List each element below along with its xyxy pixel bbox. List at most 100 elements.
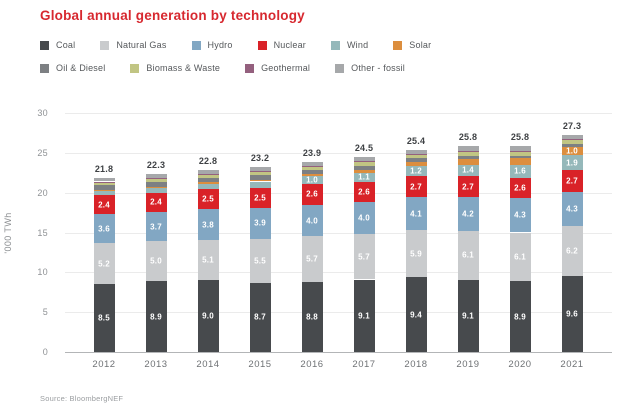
bar-segment-hydro: 4.1 <box>405 197 427 231</box>
bar-segment-oil-diesel <box>561 144 583 148</box>
segment-value-label: 9.6 <box>566 309 578 319</box>
bar-segment-hydro: 3.9 <box>249 207 271 239</box>
bar-segment-nuclear: 2.7 <box>457 175 479 198</box>
gridline <box>65 113 612 114</box>
segment-value-label: 3.8 <box>202 220 214 230</box>
gridline <box>65 312 612 314</box>
bar-total-label: 24.5 <box>354 142 374 153</box>
bar-segment-hydro: 4.2 <box>457 197 479 231</box>
legend-item-other-fossil: Other - fossil <box>335 63 405 73</box>
legend-item-oil-diesel: Oil & Diesel <box>40 63 105 73</box>
y-tick-label: 15 <box>37 227 48 238</box>
segment-value-label: 9.1 <box>462 311 474 321</box>
x-axis-label: 2019 <box>456 359 480 370</box>
bar-segment-other-fossil <box>249 167 271 172</box>
bar-segment-natural-gas: 5.2 <box>93 242 115 285</box>
bar-segment-geothermal <box>301 165 323 167</box>
bar-total-label: 22.8 <box>198 156 218 167</box>
legend-label: Geothermal <box>261 63 311 73</box>
bar-segment-wind <box>145 187 167 193</box>
legend-item-natural-gas: Natural Gas <box>100 40 166 50</box>
legend-item-nuclear: Nuclear <box>257 40 306 50</box>
bar-segment-wind: 1.0 <box>301 175 323 184</box>
bar-segment-biomass-waste <box>145 179 167 183</box>
bar-segment-natural-gas: 6.2 <box>561 226 583 276</box>
y-tick-label: 25 <box>37 147 48 158</box>
segment-value-label: 8.5 <box>98 313 110 323</box>
bar-segment-wind: 1.9 <box>561 155 583 171</box>
segment-value-label: 8.7 <box>254 312 266 322</box>
legend-label: Nuclear <box>273 40 306 50</box>
legend-swatch-icon <box>40 40 49 50</box>
bar-segment-solar <box>301 173 323 176</box>
bar-segment-geothermal <box>457 151 479 153</box>
bar-segment-other-fossil <box>457 146 479 152</box>
bar-segment-nuclear: 2.6 <box>301 183 323 205</box>
legend-swatch-icon <box>245 63 255 73</box>
bar-segment-nuclear: 2.7 <box>405 175 427 198</box>
bar-segment-geothermal <box>561 139 583 141</box>
segment-value-label: 8.9 <box>150 312 162 322</box>
bar-segment-coal: 9.6 <box>561 275 583 352</box>
bar-total-label: 25.8 <box>510 132 530 143</box>
gridline <box>65 272 612 274</box>
bar-segment-biomass-waste <box>353 161 375 166</box>
legend-swatch-icon <box>257 40 267 50</box>
bar-segment-biomass-waste <box>301 166 323 170</box>
bar-segment-nuclear: 2.4 <box>93 195 115 215</box>
bar-segment-biomass-waste <box>457 152 479 156</box>
legend-item-geothermal: Geothermal <box>245 63 310 73</box>
segment-value-label: 8.9 <box>514 312 526 322</box>
segment-value-label: 5.1 <box>202 255 214 265</box>
bar-segment-hydro: 4.3 <box>561 191 583 227</box>
legend-label: Solar <box>409 40 432 50</box>
bar-segment-biomass-waste <box>561 140 583 145</box>
legend-item-wind: Wind <box>330 40 368 50</box>
bar-segment-solar <box>457 159 479 165</box>
segment-value-label: 5.9 <box>410 249 422 259</box>
legend-swatch-icon <box>191 40 201 50</box>
segment-value-label: 5.2 <box>98 259 110 269</box>
segment-value-label: 4.3 <box>514 210 526 220</box>
segment-value-label: 2.6 <box>306 189 318 199</box>
bar-segment-solar: 1.0 <box>561 147 583 156</box>
bar-segment-oil-diesel <box>457 156 479 160</box>
y-tick-label: 5 <box>42 307 48 318</box>
bar-segment-oil-diesel <box>353 165 375 170</box>
x-axis-label: 2021 <box>560 359 584 370</box>
bar-total-label: 22.3 <box>146 160 166 171</box>
page-title: Global annual generation by technology <box>40 8 305 23</box>
segment-value-label: 6.2 <box>566 246 578 256</box>
segment-value-label: 8.8 <box>306 312 318 322</box>
segment-value-label: 6.1 <box>514 252 526 262</box>
bar-segment-hydro: 4.0 <box>301 204 323 237</box>
legend-item-biomass-waste: Biomass & Waste <box>130 63 220 73</box>
segment-value-label: 5.5 <box>254 256 266 266</box>
bar-total-label: 25.8 <box>458 132 478 143</box>
bar-segment-geothermal <box>93 181 115 183</box>
bar-segment-wind: 1.2 <box>405 166 427 176</box>
legend-item-hydro: Hydro <box>191 40 233 50</box>
segment-value-label: 5.0 <box>150 256 162 266</box>
segment-value-label: 2.4 <box>98 200 110 210</box>
bar-total-label: 25.4 <box>406 135 426 146</box>
bar-segment-biomass-waste <box>197 175 219 179</box>
source-note: Source: BloombergNEF <box>40 394 124 403</box>
y-axis-title: '000 TWh <box>3 212 13 254</box>
bar-segment-solar <box>197 182 219 184</box>
bar-segment-other-fossil <box>561 134 583 140</box>
bar-segment-biomass-waste <box>93 182 115 186</box>
x-axis-label: 2012 <box>92 359 116 370</box>
y-tick-label: 10 <box>37 267 48 278</box>
gridline <box>65 232 612 234</box>
x-axis-label: 2016 <box>300 359 324 370</box>
bar-segment-hydro: 3.7 <box>145 211 167 242</box>
bar-segment-nuclear: 2.6 <box>353 181 375 203</box>
x-axis-label: 2013 <box>144 359 168 370</box>
bar-segment-nuclear: 2.5 <box>197 189 219 210</box>
segment-value-label: 2.7 <box>410 182 422 192</box>
bar-segment-hydro: 3.6 <box>93 214 115 243</box>
segment-value-label: 6.1 <box>462 250 474 260</box>
segment-value-label: 2.6 <box>514 183 526 193</box>
